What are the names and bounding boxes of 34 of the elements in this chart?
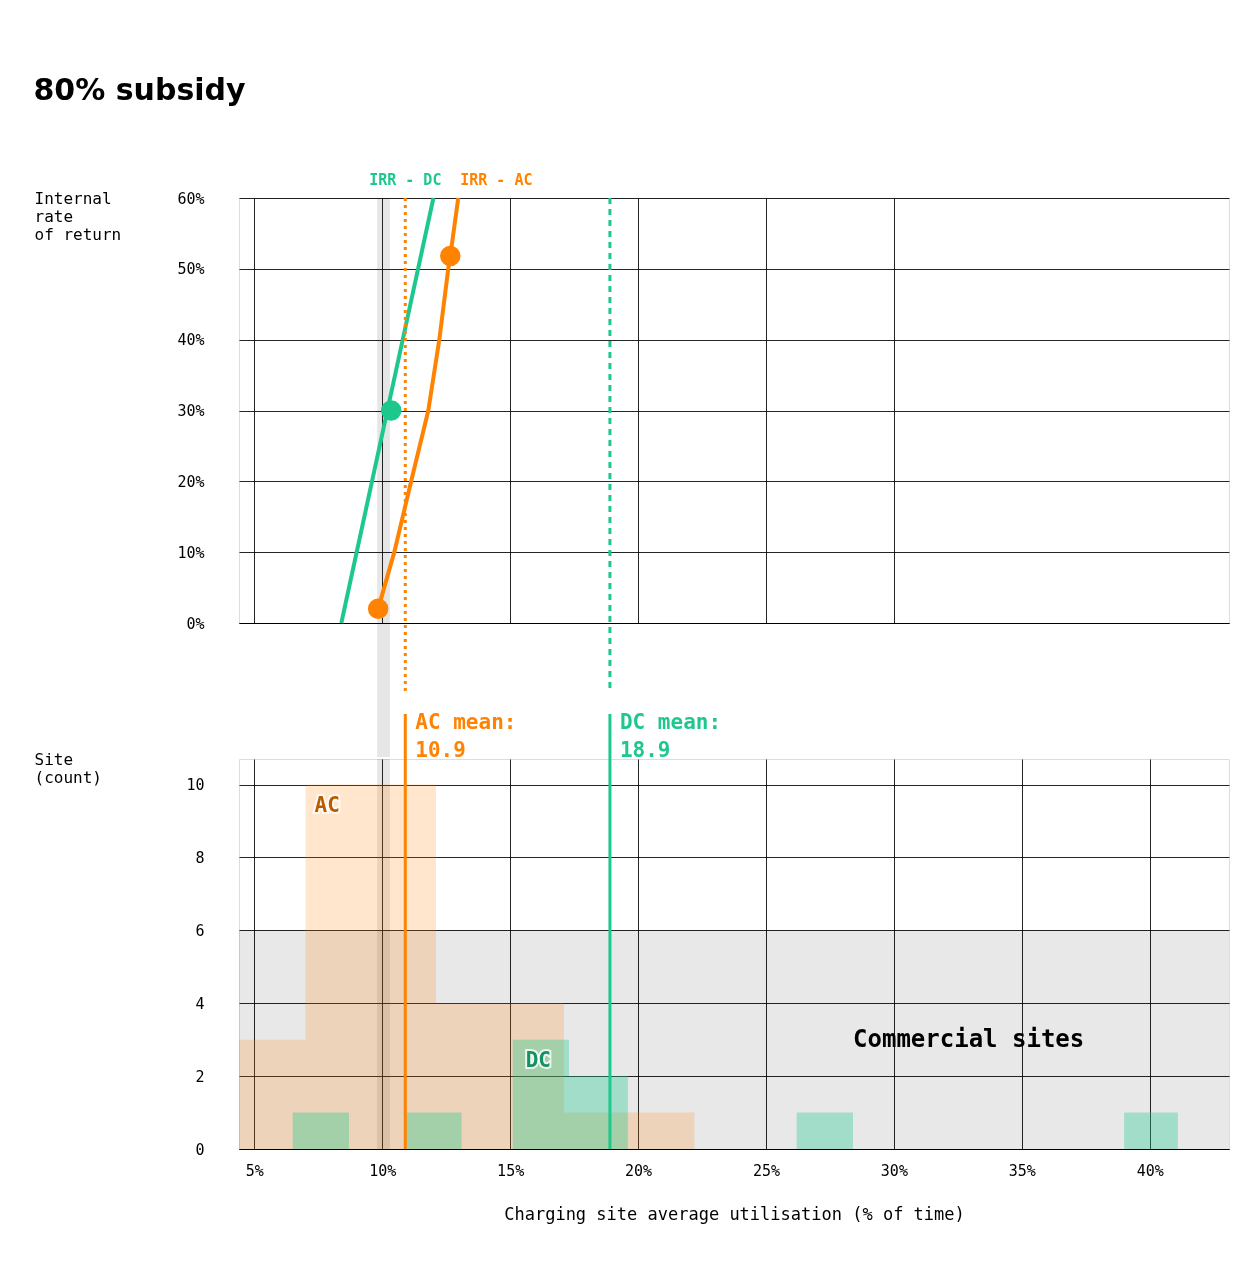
point bbox=[380, 400, 402, 421]
point bbox=[367, 598, 389, 620]
x-tick-label: 25% bbox=[752, 1161, 781, 1180]
x-axis-title: Charging site average utilisation (% of time) bbox=[504, 1203, 965, 1224]
series-label: IRR - DC bbox=[369, 171, 442, 189]
y-tick-label: 40% bbox=[177, 331, 205, 350]
x-tick-label: 10% bbox=[369, 1161, 397, 1180]
y-axis-title: Internal rate of return bbox=[34, 188, 122, 244]
y-tick-label: 10% bbox=[177, 543, 205, 562]
y-axis-title: Site (count) bbox=[34, 749, 102, 787]
y-tick-label: 2 bbox=[195, 1067, 205, 1086]
series-label: AC bbox=[314, 792, 340, 817]
y-tick-label: 10 bbox=[186, 776, 205, 795]
x-tick-label: 40% bbox=[1136, 1161, 1164, 1180]
x-tick-label: 35% bbox=[1008, 1161, 1036, 1180]
x-tick-label: 30% bbox=[880, 1161, 908, 1180]
y-tick-label: 20% bbox=[177, 472, 205, 491]
y-tick-label: 4 bbox=[195, 994, 205, 1013]
y-tick-label: 50% bbox=[177, 260, 205, 279]
y-tick-label: 0% bbox=[186, 614, 205, 633]
y-tick-label: 60% bbox=[177, 189, 205, 208]
series-label: DC bbox=[525, 1047, 551, 1072]
x-tick-label: 5% bbox=[245, 1161, 264, 1180]
ref-line-label: DC mean: 18.9 bbox=[619, 710, 722, 762]
x-tick-label: 15% bbox=[497, 1161, 525, 1180]
x-tick-label: 20% bbox=[625, 1161, 653, 1180]
ref-line-label: AC mean: 10.9 bbox=[415, 710, 517, 762]
point bbox=[440, 245, 461, 267]
y-tick-label: 30% bbox=[177, 402, 205, 420]
y-tick-label: 6 bbox=[195, 921, 205, 940]
y-tick-label: 0 bbox=[195, 1140, 205, 1159]
chart-title: 80% subsidy bbox=[33, 71, 247, 107]
y-tick-label: 8 bbox=[195, 848, 205, 867]
series-label: IRR - AC bbox=[460, 171, 533, 189]
